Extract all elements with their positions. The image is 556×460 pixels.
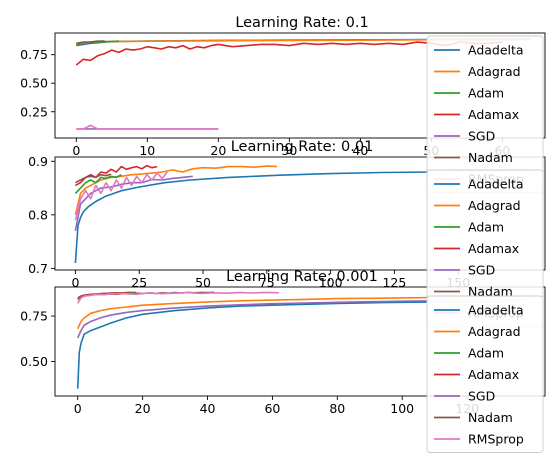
series-lines xyxy=(76,291,523,389)
legend-label-adamax: Adamax xyxy=(468,241,519,256)
y-tick-label: 0.50 xyxy=(20,76,48,91)
x-tick-label: 0 xyxy=(72,143,80,158)
x-tick-label: 100 xyxy=(319,275,343,290)
chart-title: Learning Rate: 0.01 xyxy=(231,139,374,155)
legend-label-rmsprop: RMSprop xyxy=(468,432,524,447)
chart-title: Learning Rate: 0.001 xyxy=(226,269,378,285)
series-line-adadelta xyxy=(76,300,523,389)
series-line-adam xyxy=(74,173,122,194)
series-line-sgd xyxy=(74,175,193,232)
legend-label-nadam: Nadam xyxy=(468,410,513,425)
chart-title: Learning Rate: 0.1 xyxy=(235,15,368,31)
legend-label-nadam: Nadam xyxy=(468,284,513,299)
x-tick-label: 0 xyxy=(74,401,82,416)
legend-label-adamax: Adamax xyxy=(468,367,519,382)
legend-box xyxy=(426,295,544,453)
series-lines xyxy=(74,164,523,264)
series-line-rmsprop xyxy=(76,124,219,130)
series-line-sgd xyxy=(76,299,523,339)
series-line-adadelta xyxy=(74,169,523,264)
series-line-rmsprop xyxy=(74,171,168,221)
x-tick-label: 75 xyxy=(259,275,275,290)
axes-frame xyxy=(54,32,546,139)
x-tick-label: 20 xyxy=(210,143,226,158)
x-tick-label: 80 xyxy=(329,401,345,416)
x-tick-label: 60 xyxy=(264,401,280,416)
x-tick-label: 125 xyxy=(382,275,406,290)
legend-label-adam: Adam xyxy=(468,86,504,101)
legend-label-adam: Adam xyxy=(468,220,504,235)
y-tick-label: 0.7 xyxy=(28,261,48,276)
y-tick-label: 0.50 xyxy=(20,354,48,369)
y-tick-label: 0.75 xyxy=(20,309,48,324)
legend-label-adagrad: Adagrad xyxy=(468,198,521,213)
series-line-adagrad xyxy=(76,296,523,330)
legend-label-adadelta: Adadelta xyxy=(468,43,524,58)
x-tick-label: 30 xyxy=(281,143,297,158)
x-tick-label: 20 xyxy=(135,401,151,416)
legend-label-adam: Adam xyxy=(468,346,504,361)
x-tick-label: 10 xyxy=(139,143,155,158)
series-line-rmsprop xyxy=(77,291,279,304)
axes-frame xyxy=(54,156,546,271)
legend-label-sgd: SGD xyxy=(468,129,495,144)
y-tick-label: 0.8 xyxy=(28,207,48,222)
legend-label-nadam: Nadam xyxy=(468,150,513,165)
legend-label-sgd: SGD xyxy=(468,263,495,278)
axes-frame xyxy=(54,286,546,397)
legend-label-adagrad: Adagrad xyxy=(468,64,521,79)
y-tick-label: 0.9 xyxy=(28,154,48,169)
x-tick-label: 40 xyxy=(200,401,216,416)
series-line-nadam xyxy=(75,173,112,184)
series-line-adamax xyxy=(75,164,158,187)
legend-label-adadelta: Adadelta xyxy=(468,303,524,318)
x-tick-label: 25 xyxy=(131,275,147,290)
legend-label-adadelta: Adadelta xyxy=(468,177,524,192)
y-tick-label: 0.75 xyxy=(20,47,48,62)
legend-label-adamax: Adamax xyxy=(468,107,519,122)
series-line-nadam xyxy=(76,40,105,45)
x-tick-label: 100 xyxy=(390,401,414,416)
x-tick-label: 0 xyxy=(71,275,79,290)
legend-label-sgd: SGD xyxy=(468,389,495,404)
x-tick-label: 50 xyxy=(195,275,211,290)
legend-label-adagrad: Adagrad xyxy=(468,324,521,339)
y-tick-label: 0.25 xyxy=(20,104,48,119)
legend-3: Adadelta Adagrad Adam Adamax SGD Nadam RMSprop xyxy=(426,295,544,453)
series-line-adamax xyxy=(75,41,503,66)
x-tick-label: 40 xyxy=(352,143,368,158)
